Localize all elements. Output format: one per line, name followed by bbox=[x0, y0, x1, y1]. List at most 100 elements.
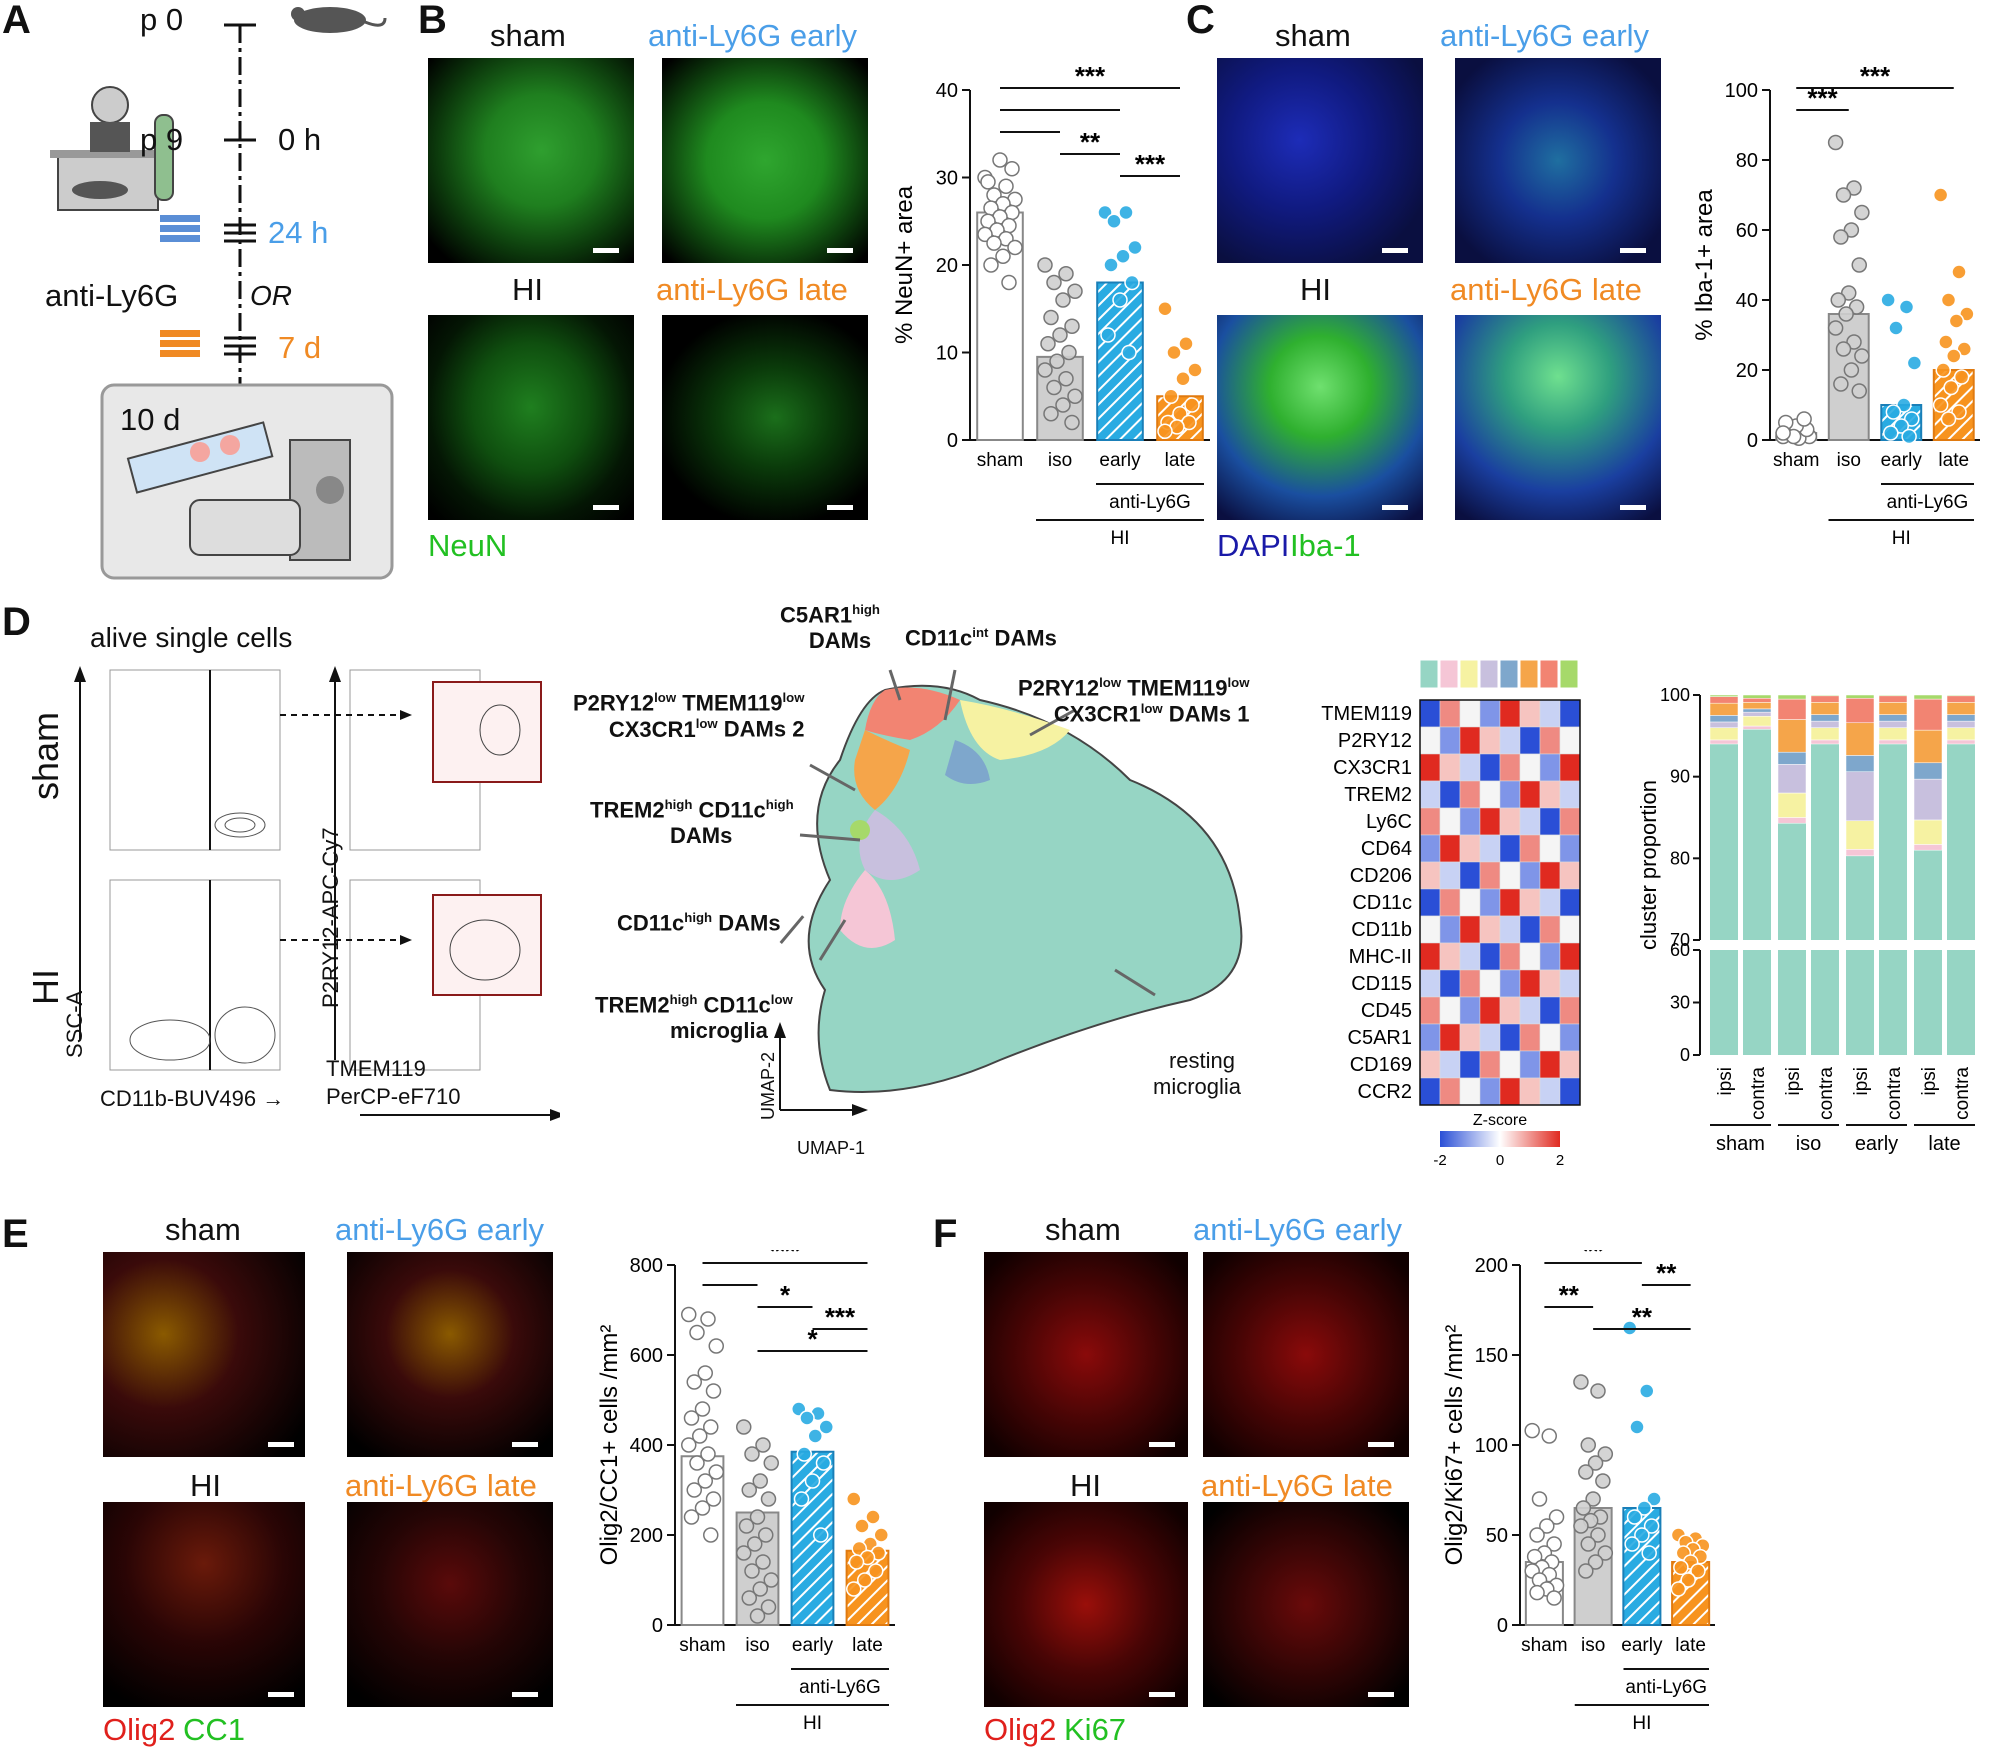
data-point bbox=[736, 1419, 752, 1435]
stacked-segment bbox=[1878, 695, 1908, 703]
data-point bbox=[1049, 353, 1065, 369]
stacked-segment bbox=[1810, 714, 1840, 722]
data-point bbox=[796, 1446, 812, 1462]
label-early: anti-Ly6G early bbox=[1193, 1212, 1403, 1247]
stacked-segment bbox=[1742, 702, 1772, 710]
heatmap-cell bbox=[1539, 888, 1561, 917]
data-point bbox=[694, 1500, 711, 1516]
axis-label-ssc: SSC-A bbox=[62, 990, 87, 1058]
data-point bbox=[755, 1437, 771, 1453]
stacked-segment bbox=[1709, 694, 1739, 697]
label-early: anti-Ly6G early bbox=[1440, 18, 1650, 53]
timeline-p9: p 9 bbox=[140, 122, 184, 157]
label-late: anti-Ly6G late bbox=[1450, 272, 1642, 307]
data-point bbox=[1100, 327, 1116, 343]
y-tick-label: 20 bbox=[1736, 360, 1758, 382]
heatmap-cell bbox=[1479, 996, 1501, 1025]
heatmap-cell bbox=[1479, 780, 1501, 809]
data-point bbox=[1573, 1374, 1589, 1390]
y-tick-label: 40 bbox=[936, 80, 958, 102]
data-point bbox=[1043, 309, 1059, 326]
heatmap-cell bbox=[1539, 780, 1561, 809]
heatmap-row-label: TMEM119 bbox=[1321, 703, 1412, 725]
data-point bbox=[1175, 371, 1191, 387]
cluster-label-resting: resting microglia bbox=[1153, 1048, 1242, 1099]
heatmap-cell bbox=[1479, 915, 1501, 944]
micrograph-olig2-ki67-early bbox=[1203, 1252, 1409, 1457]
y-tick-label: 200 bbox=[1475, 1255, 1508, 1277]
heatmap-cell bbox=[1439, 699, 1461, 728]
data-point bbox=[1841, 285, 1857, 301]
data-point bbox=[1946, 348, 1962, 364]
heatmap-cluster-swatch bbox=[1479, 660, 1499, 689]
cluster-label-c5ar1: C5AR1high DAMs bbox=[780, 602, 880, 654]
stacked-segment bbox=[1777, 817, 1807, 824]
x-tick-label: early bbox=[792, 1635, 834, 1656]
stacked-segment bbox=[1913, 778, 1943, 821]
data-point bbox=[1587, 1455, 1604, 1471]
heatmap-cell bbox=[1479, 942, 1501, 971]
data-point bbox=[758, 1527, 774, 1543]
data-point bbox=[708, 1338, 724, 1354]
label-hi: HI bbox=[1070, 1468, 1101, 1503]
data-point bbox=[1833, 376, 1849, 392]
heatmap-cell bbox=[1539, 834, 1561, 863]
heatmap-cell bbox=[1499, 861, 1521, 890]
heatmap-row-label: CCR2 bbox=[1358, 1081, 1412, 1103]
stacked-segment bbox=[1777, 751, 1807, 765]
cluster-label-p2ry12-low-1: P2RY12low TMEM119low CX3CR1low DAMs 1 bbox=[1018, 675, 1250, 727]
heatmap-cell bbox=[1519, 996, 1541, 1025]
data-point bbox=[1843, 362, 1860, 378]
data-point bbox=[1157, 301, 1173, 317]
stacked-segment bbox=[1846, 950, 1874, 1055]
stacked-segment bbox=[1777, 719, 1807, 753]
data-point bbox=[1580, 1536, 1596, 1552]
significance-label: ** bbox=[1080, 127, 1101, 157]
data-point bbox=[1959, 306, 1975, 322]
heatmap-cell bbox=[1519, 1050, 1541, 1079]
axis-label-umap2: UMAP-2 bbox=[758, 1051, 778, 1120]
data-point bbox=[1184, 397, 1200, 413]
data-point bbox=[1835, 187, 1852, 203]
heatmap-cell bbox=[1559, 888, 1581, 917]
data-point bbox=[1775, 425, 1791, 441]
axis-label-percp: PerCP-eF710 bbox=[326, 1084, 461, 1109]
heatmap-row-label: Ly6C bbox=[1366, 811, 1412, 833]
stacked-segment bbox=[1845, 755, 1875, 773]
stacked-segment bbox=[1913, 694, 1943, 700]
data-point bbox=[1636, 1500, 1653, 1516]
heatmap-cell bbox=[1419, 915, 1441, 944]
significance-label: * bbox=[807, 1324, 818, 1354]
stacked-segment bbox=[1845, 820, 1875, 850]
data-point bbox=[689, 1324, 705, 1341]
data-point bbox=[1157, 423, 1173, 439]
stacked-segment bbox=[1846, 855, 1874, 940]
data-point bbox=[1037, 362, 1053, 378]
stacked-segment bbox=[1742, 711, 1772, 717]
data-point bbox=[813, 1527, 829, 1543]
heatmap-cell bbox=[1419, 1077, 1441, 1106]
umap-cluster-p2ry12-low-2 bbox=[854, 730, 910, 810]
data-point bbox=[1932, 397, 1949, 413]
heatmap-cell bbox=[1419, 807, 1441, 836]
data-point bbox=[749, 1608, 766, 1624]
heatmap-cell bbox=[1459, 888, 1481, 917]
data-point bbox=[749, 1509, 766, 1525]
syringe-icon bbox=[160, 215, 200, 242]
data-point bbox=[1851, 257, 1867, 273]
axis-label-p2ry12: P2RY12-APC-Cy7 bbox=[318, 827, 343, 1008]
heatmap-cell bbox=[1499, 699, 1521, 728]
stacked-segment bbox=[1914, 850, 1942, 940]
stain-label-dapi: DAPI bbox=[1217, 528, 1290, 563]
heatmap-cell bbox=[1459, 996, 1481, 1025]
data-point bbox=[1585, 1491, 1601, 1507]
data-point bbox=[1526, 1548, 1543, 1565]
label-late: anti-Ly6G late bbox=[345, 1468, 537, 1503]
heatmap-cell bbox=[1439, 753, 1461, 782]
heatmap-cell bbox=[1419, 1023, 1441, 1052]
umap-cluster-trem2-cd11c-high bbox=[850, 820, 870, 840]
stacked-segment bbox=[1709, 696, 1739, 704]
heatmap-cell bbox=[1419, 996, 1441, 1025]
x-tick-label: contra bbox=[1748, 1067, 1769, 1120]
heatmap-cell bbox=[1439, 807, 1461, 836]
